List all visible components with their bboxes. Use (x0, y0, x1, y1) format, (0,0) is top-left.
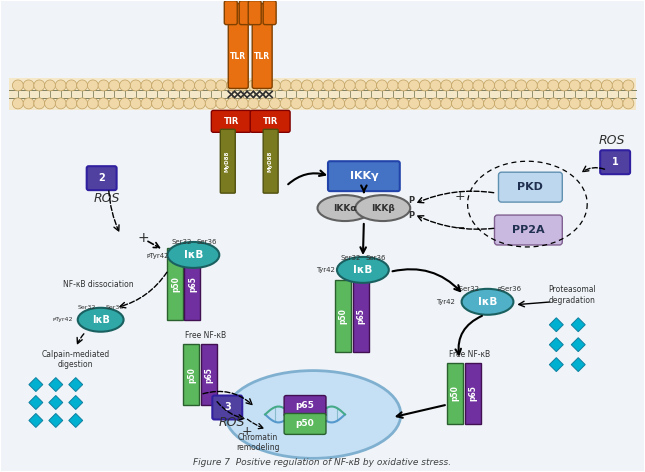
Polygon shape (49, 396, 63, 410)
FancyBboxPatch shape (221, 129, 235, 193)
Text: p50: p50 (187, 367, 196, 382)
Circle shape (398, 98, 409, 109)
Circle shape (270, 80, 281, 91)
Circle shape (152, 80, 163, 91)
Bar (184, 248, 201, 320)
Polygon shape (571, 337, 585, 352)
Text: ᴘTyr42: ᴘTyr42 (52, 317, 73, 322)
Circle shape (377, 80, 388, 91)
Circle shape (55, 80, 66, 91)
Text: MyD88: MyD88 (224, 151, 230, 172)
Circle shape (494, 80, 505, 91)
FancyBboxPatch shape (228, 4, 248, 88)
Circle shape (173, 80, 184, 91)
Bar (168, 248, 183, 320)
Text: Ser32: Ser32 (171, 239, 192, 245)
Text: Chromatin
remodeling: Chromatin remodeling (237, 433, 280, 452)
Text: MyD88: MyD88 (268, 151, 273, 172)
Circle shape (291, 98, 302, 109)
Circle shape (559, 98, 570, 109)
Circle shape (419, 80, 430, 91)
Circle shape (537, 98, 548, 109)
Circle shape (430, 80, 441, 91)
Text: Proteasomal
degradation: Proteasomal degradation (548, 285, 596, 304)
Bar (353, 280, 369, 352)
Circle shape (333, 80, 344, 91)
Text: ROS: ROS (94, 192, 120, 204)
FancyBboxPatch shape (499, 172, 562, 202)
Text: p50: p50 (295, 419, 314, 428)
Text: Free NF-κB: Free NF-κB (184, 331, 226, 340)
Text: 2: 2 (98, 173, 105, 183)
Text: +: + (242, 425, 253, 438)
Circle shape (355, 80, 366, 91)
Circle shape (259, 80, 270, 91)
Circle shape (216, 80, 227, 91)
Text: ᴘTyr42: ᴘTyr42 (146, 253, 169, 259)
Circle shape (66, 98, 77, 109)
Text: IκB: IκB (478, 297, 497, 307)
Ellipse shape (355, 195, 410, 221)
Text: TIR: TIR (263, 117, 278, 126)
FancyBboxPatch shape (328, 161, 400, 191)
Circle shape (163, 98, 174, 109)
Circle shape (505, 80, 516, 91)
Circle shape (66, 80, 77, 91)
Text: IKKα: IKKα (333, 203, 357, 212)
Circle shape (516, 98, 527, 109)
Circle shape (109, 80, 120, 91)
Circle shape (173, 98, 184, 109)
Circle shape (387, 98, 398, 109)
Text: IκB: IκB (184, 250, 203, 260)
Circle shape (451, 80, 462, 91)
Circle shape (270, 98, 281, 109)
Text: p65: p65 (357, 308, 365, 324)
Circle shape (205, 80, 216, 91)
FancyBboxPatch shape (284, 396, 326, 416)
Circle shape (591, 98, 602, 109)
Text: Ser36: Ser36 (366, 255, 386, 261)
Circle shape (248, 98, 259, 109)
Polygon shape (29, 413, 43, 428)
Text: −: − (454, 221, 465, 235)
Circle shape (302, 80, 313, 91)
Circle shape (98, 98, 109, 109)
Polygon shape (550, 358, 563, 371)
Text: PP2A: PP2A (512, 225, 545, 235)
Circle shape (366, 98, 377, 109)
Text: ᴘSer36: ᴘSer36 (497, 286, 522, 292)
Circle shape (473, 98, 484, 109)
Circle shape (119, 98, 130, 109)
Circle shape (570, 98, 580, 109)
Circle shape (623, 80, 634, 91)
Polygon shape (49, 413, 63, 428)
Circle shape (377, 98, 388, 109)
Circle shape (312, 80, 323, 91)
Circle shape (98, 80, 109, 91)
Text: +: + (138, 231, 150, 245)
Bar (335, 280, 351, 352)
Circle shape (184, 80, 195, 91)
Polygon shape (69, 378, 83, 392)
Ellipse shape (317, 195, 372, 221)
Circle shape (601, 98, 612, 109)
Ellipse shape (225, 371, 401, 458)
Circle shape (462, 98, 473, 109)
Circle shape (12, 80, 23, 91)
Circle shape (195, 80, 206, 91)
Circle shape (344, 80, 355, 91)
FancyBboxPatch shape (212, 396, 243, 420)
Polygon shape (571, 358, 585, 371)
Circle shape (152, 98, 163, 109)
Text: Free NF-κB: Free NF-κB (449, 350, 490, 359)
Circle shape (23, 80, 34, 91)
Circle shape (505, 98, 516, 109)
Text: P: P (409, 211, 415, 219)
Circle shape (473, 80, 484, 91)
Text: IκB: IκB (92, 315, 110, 325)
Circle shape (34, 98, 45, 109)
Bar (9, 78, 636, 110)
FancyBboxPatch shape (239, 0, 252, 25)
Circle shape (216, 98, 227, 109)
